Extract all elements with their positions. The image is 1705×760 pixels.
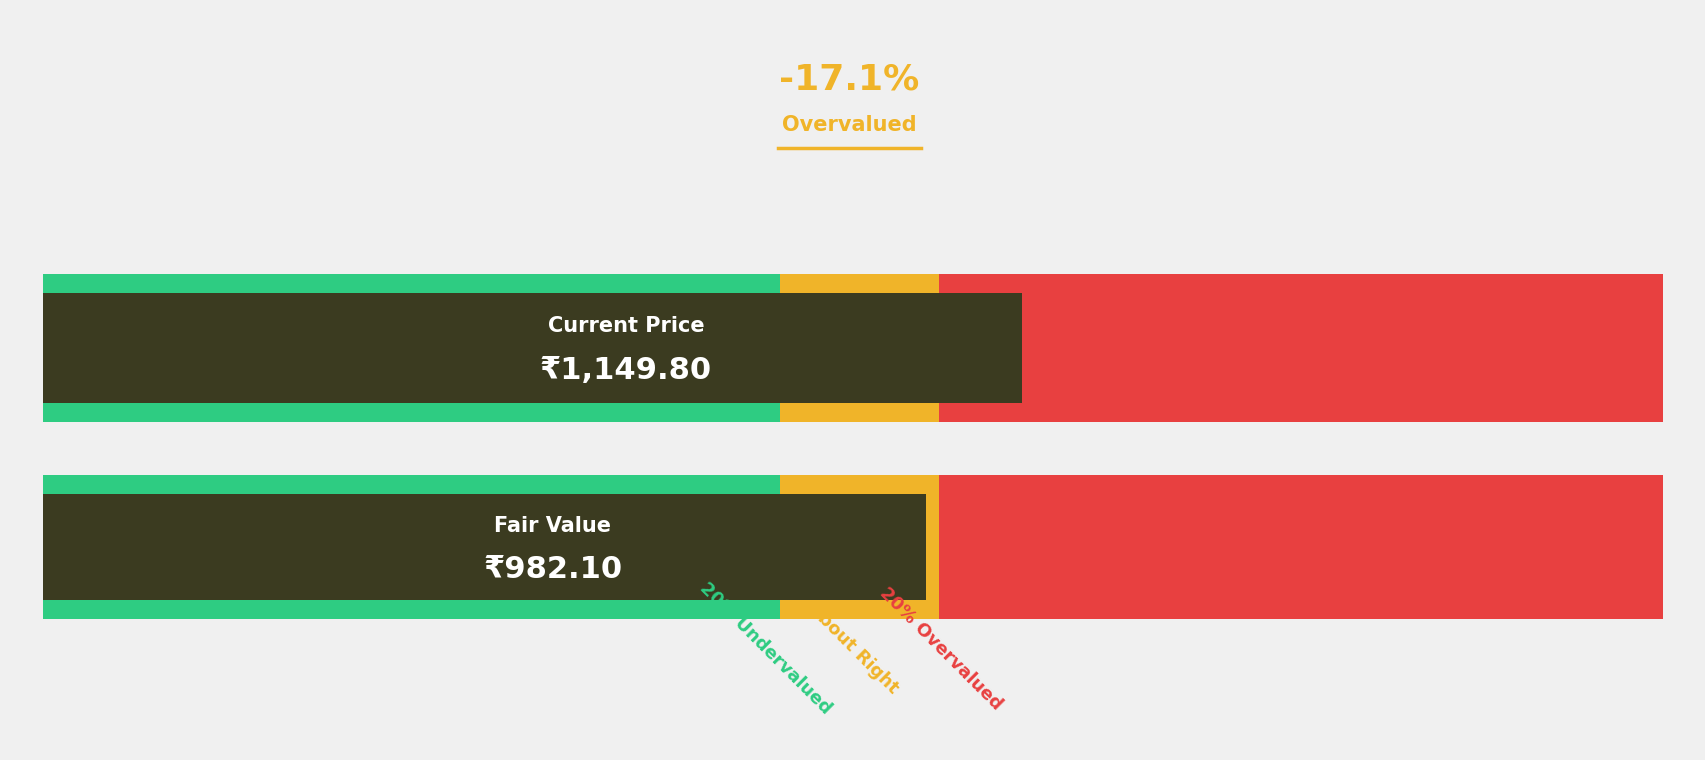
Bar [938, 475, 1662, 494]
Bar [938, 494, 1662, 600]
Text: ₹1,149.80: ₹1,149.80 [539, 356, 711, 385]
Bar [938, 274, 1662, 293]
Text: 20% Undervalued: 20% Undervalued [696, 579, 834, 718]
Text: -17.1%: -17.1% [779, 63, 919, 97]
Bar [779, 494, 938, 600]
Bar [43, 293, 1021, 403]
Text: 20% Overvalued: 20% Overvalued [876, 584, 1006, 714]
Bar [938, 600, 1662, 619]
Bar [43, 475, 779, 494]
Text: Current Price: Current Price [547, 316, 704, 337]
Text: About Right: About Right [803, 600, 902, 698]
Bar [779, 600, 938, 619]
Bar [938, 293, 1662, 403]
Text: ₹982.10: ₹982.10 [483, 556, 622, 584]
Bar [43, 494, 926, 600]
Bar [43, 494, 779, 600]
Bar [779, 274, 938, 293]
Text: Fair Value: Fair Value [494, 516, 610, 536]
Bar [43, 600, 779, 619]
Bar [43, 274, 779, 293]
Bar [779, 475, 938, 494]
Bar [779, 403, 938, 422]
Bar [938, 403, 1662, 422]
Bar [779, 293, 938, 403]
Text: Overvalued: Overvalued [783, 116, 916, 135]
Bar [43, 293, 779, 403]
Bar [43, 403, 779, 422]
